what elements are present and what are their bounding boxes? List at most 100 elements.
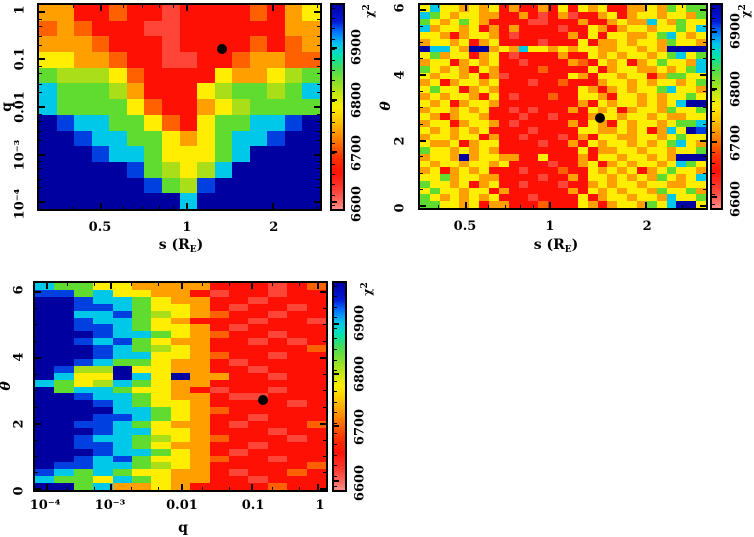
heatmap-cell (518, 120, 529, 127)
heatmap-cell (597, 65, 608, 73)
heatmap-cell (558, 126, 568, 134)
x-axis-label: s (RE) (158, 237, 204, 255)
heatmap-cell (469, 65, 480, 73)
heatmap-cell (161, 130, 180, 147)
heatmap-cell (249, 52, 268, 68)
heatmap-cell (93, 407, 113, 415)
heatmap-cell (93, 310, 113, 318)
heatmap-cell (528, 99, 539, 107)
heatmap-cell (429, 113, 440, 121)
heatmap-cell (284, 83, 303, 100)
heatmap-cell (666, 25, 677, 33)
y-minor-tick (39, 178, 42, 180)
heatmap-cell (54, 476, 74, 484)
heatmap-cell (170, 296, 191, 304)
heatmap-cell (489, 11, 499, 19)
heatmap-cell (232, 161, 250, 178)
heatmap-theta-vs-s (418, 3, 708, 210)
heatmap-cell (696, 5, 706, 12)
x-minor-tick (142, 5, 144, 8)
x-major-tick (251, 283, 254, 289)
heatmap-cell (676, 153, 687, 161)
heatmap-cell (190, 476, 210, 484)
heatmap-cell (597, 86, 608, 93)
heatmap-cell (538, 25, 549, 33)
heatmap-cell (636, 167, 647, 175)
heatmap-cell (74, 146, 92, 162)
heatmap-cell (686, 59, 697, 66)
heatmap-cell (498, 201, 509, 208)
heatmap-cell (558, 120, 568, 127)
heatmap-cell (666, 59, 677, 66)
heatmap-cell (498, 45, 509, 53)
heatmap-cell (54, 462, 74, 470)
heatmap-cell (56, 52, 75, 68)
heatmap-cell (449, 140, 460, 148)
y-minor-tick (420, 91, 423, 93)
heatmap-cell (131, 469, 152, 477)
heatmap-cell (676, 32, 687, 39)
heatmap-cell (567, 32, 578, 39)
heatmap-cell (627, 180, 637, 188)
heatmap-cell (538, 147, 549, 154)
heatmap-cell (228, 441, 249, 449)
heatmap-cell (112, 352, 132, 359)
heatmap-cell (151, 358, 171, 366)
heatmap-cell (636, 153, 647, 161)
x-major-tick (465, 5, 468, 11)
heatmap-cell (696, 147, 706, 154)
heatmap-cell (190, 345, 210, 352)
heatmap-cell (508, 106, 519, 114)
colorbar-major-tick (334, 323, 339, 326)
heatmap-cell (558, 194, 568, 202)
heatmap-cell (73, 421, 94, 428)
x-minor-tick (505, 205, 506, 208)
heatmap-cell (439, 25, 450, 33)
heatmap-cell (508, 72, 519, 80)
x-minor-tick (519, 5, 521, 8)
heatmap-cell (587, 72, 598, 80)
heatmap-cell (627, 99, 637, 107)
heatmap-cell (498, 92, 509, 100)
heatmap-cell (459, 79, 470, 87)
heatmap-cell (479, 201, 490, 208)
heatmap-cell (284, 36, 303, 53)
heatmap-cell (558, 113, 568, 121)
heatmap-cell (459, 113, 470, 121)
heatmap-cell (528, 25, 539, 33)
colorbar-major-tick (332, 46, 337, 49)
colorbar-minor-tick (332, 80, 335, 82)
heatmap-cell (646, 140, 657, 148)
heatmap-cell (449, 92, 460, 100)
heatmap-cell (489, 180, 499, 188)
heatmap-cell (449, 147, 460, 154)
colorbar-major-tick (712, 195, 717, 198)
heatmap-cell (666, 18, 677, 26)
x-minor-tick (157, 283, 159, 286)
x-minor-tick (66, 283, 68, 286)
y-tick-label: 0 (11, 486, 27, 496)
heatmap-cell (597, 59, 608, 66)
heatmap-cell (528, 133, 539, 141)
heatmap-cell (528, 187, 539, 195)
heatmap-cell (248, 434, 268, 442)
heatmap-cell (267, 114, 285, 131)
heatmap-cell (35, 400, 55, 408)
heatmap-cell (248, 358, 268, 366)
heatmap-cell (627, 194, 637, 202)
heatmap-cell (548, 65, 559, 73)
heatmap-cell (429, 5, 440, 12)
heatmap-cell (528, 147, 539, 154)
heatmap-cell (151, 407, 171, 415)
heatmap-cell (666, 160, 677, 168)
heatmap-cell (439, 86, 450, 93)
heatmap-cell (587, 86, 598, 93)
heatmap-cell (35, 317, 55, 325)
heatmap-cell (420, 174, 430, 181)
heatmap-cell (528, 38, 539, 46)
heatmap-cell (656, 5, 667, 12)
heatmap-cell (151, 427, 171, 435)
y-minor-tick (317, 25, 320, 27)
heatmap-cell (607, 160, 618, 168)
heatmap-cell (508, 38, 519, 46)
